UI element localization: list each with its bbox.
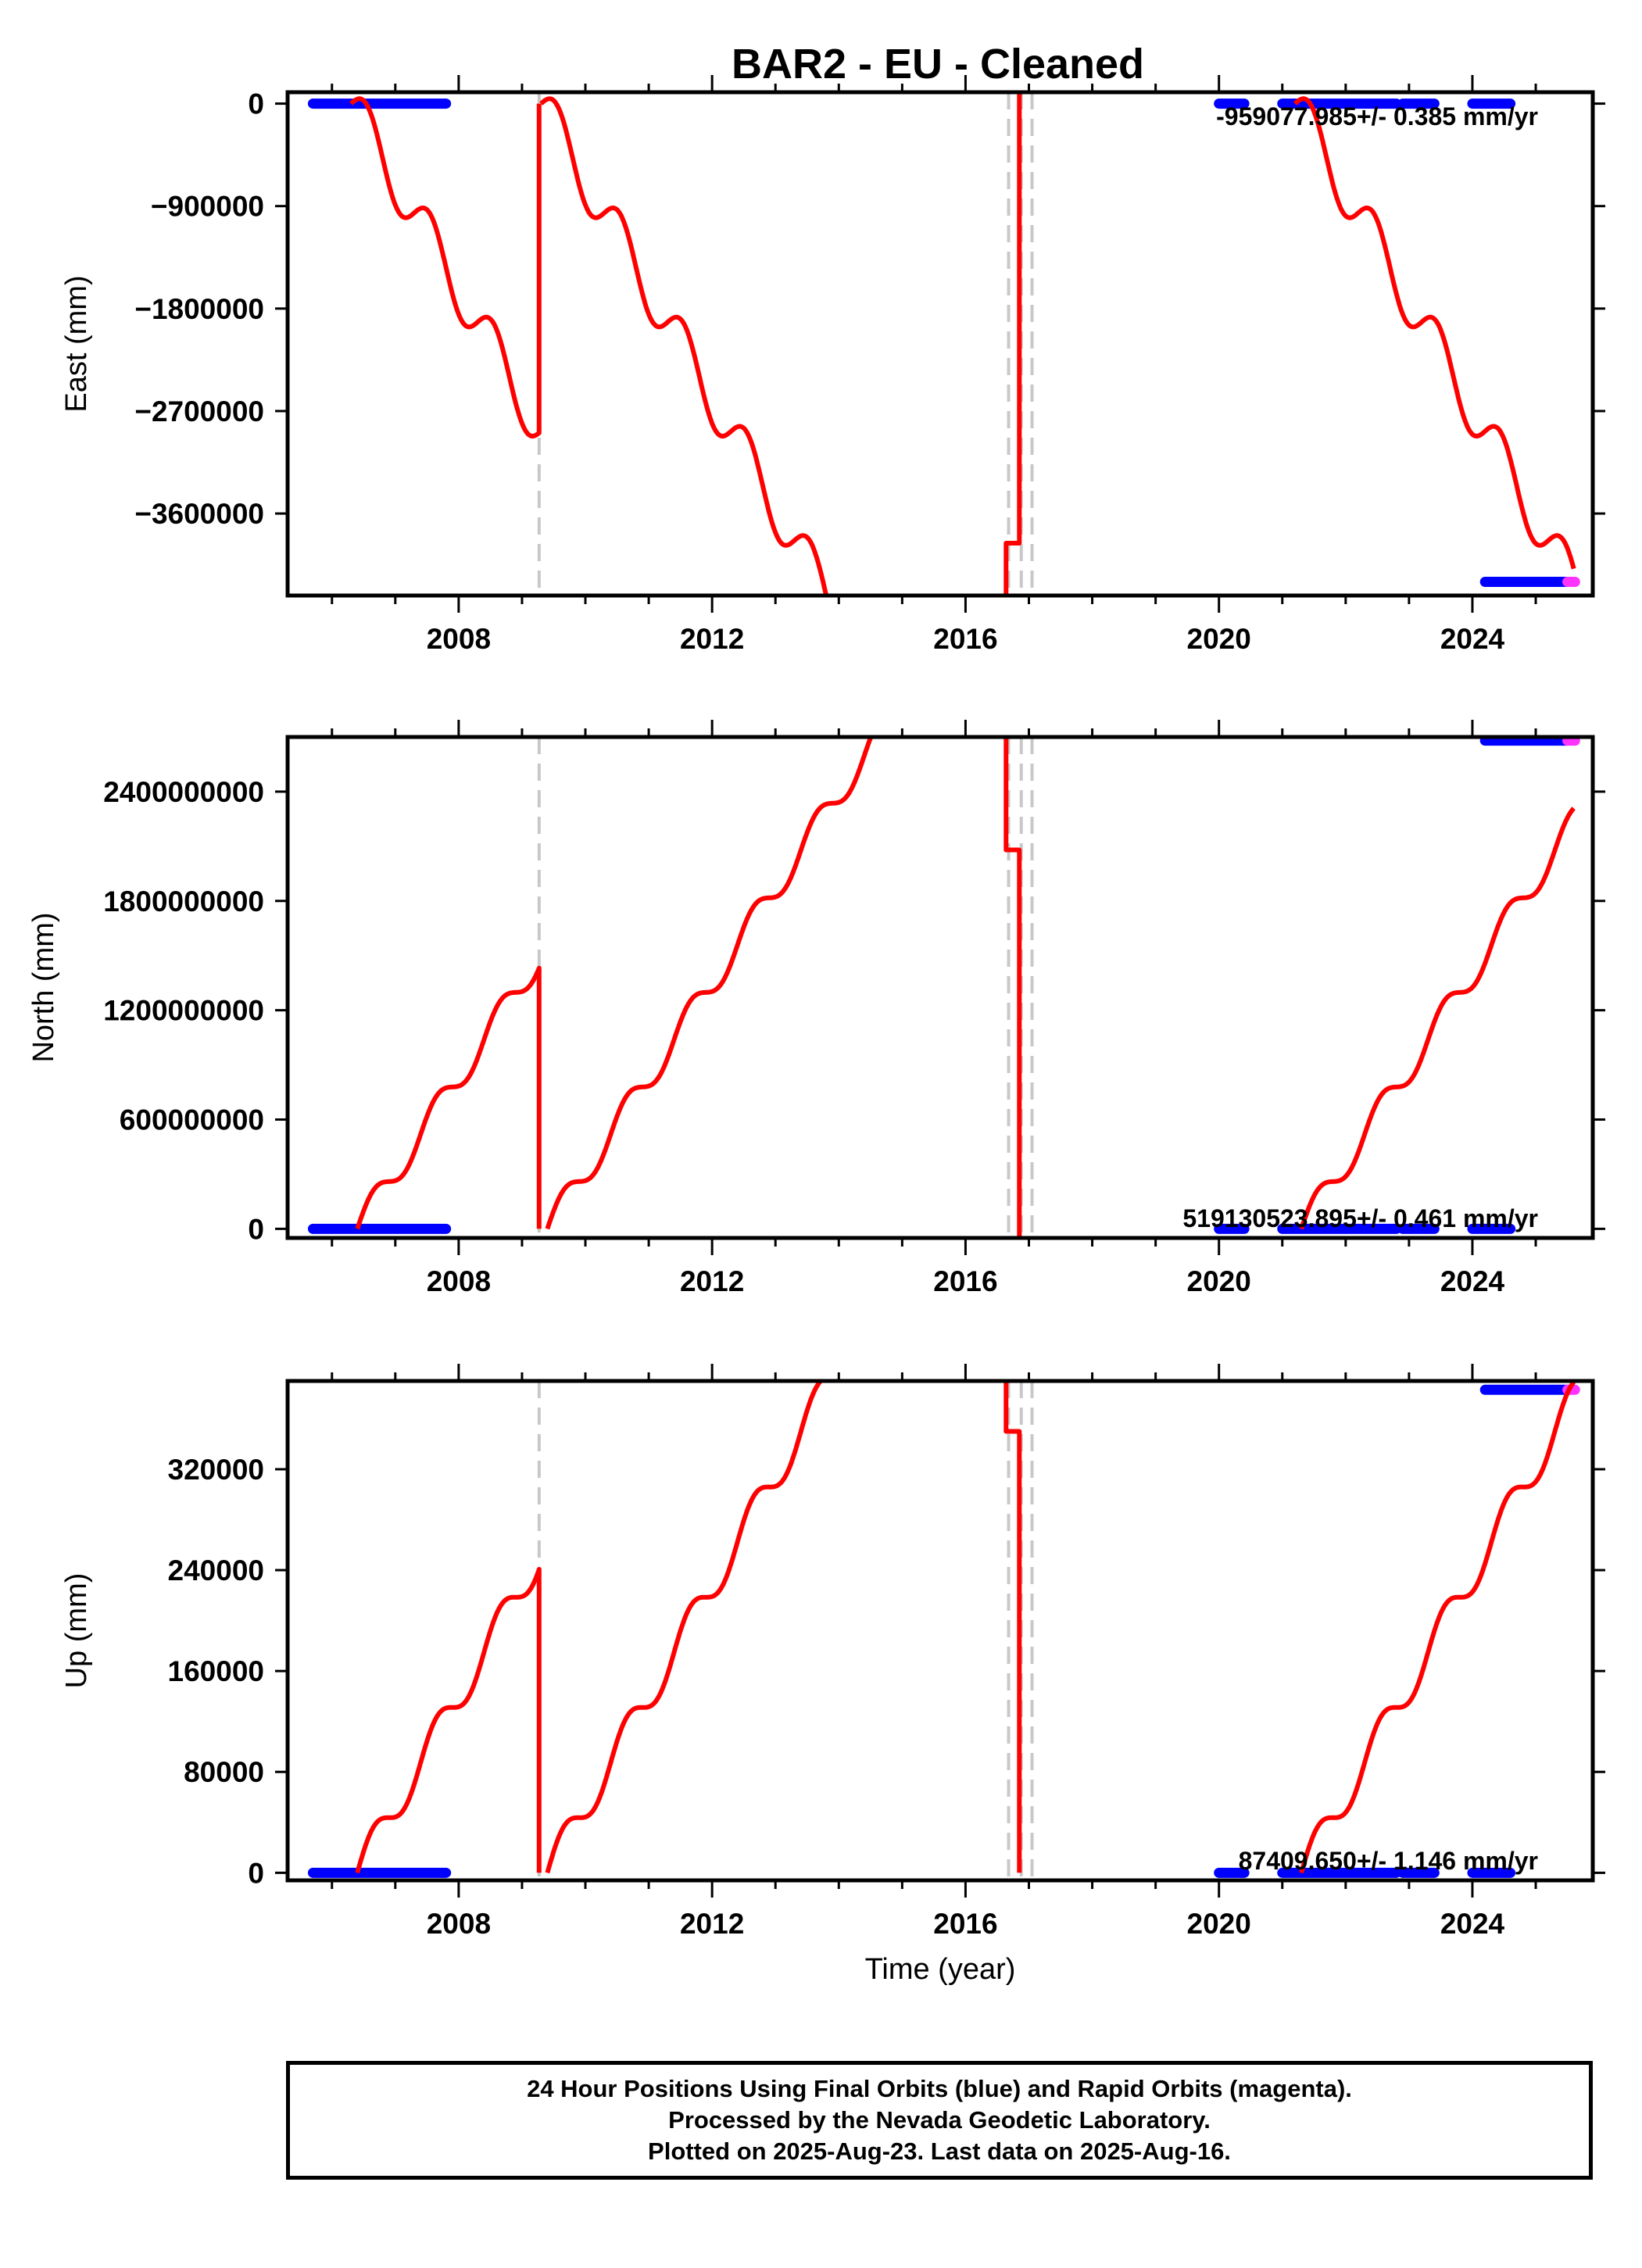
chart-title: BAR2 - EU - Cleaned bbox=[732, 41, 1144, 88]
y-tick-label: −1800000 bbox=[134, 293, 264, 325]
y-tick-label: 2400000000 bbox=[103, 776, 264, 808]
x-tick-label: 2024 bbox=[1440, 1265, 1505, 1297]
footer-box: 24 Hour Positions Using Final Orbits (bl… bbox=[286, 2061, 1593, 2180]
y-tick-label: 80000 bbox=[184, 1756, 264, 1788]
y-axis-title: North (mm) bbox=[27, 912, 60, 1062]
model-curve bbox=[1293, 96, 1576, 570]
model-curve bbox=[1003, 92, 1022, 596]
model-curve bbox=[1003, 737, 1022, 1238]
panel-north: 2008 2012 2016 2020 2024 0 600000000 1200000000… bbox=[27, 720, 1605, 1297]
x-axis-title: Time (year) bbox=[865, 1953, 1016, 1986]
y-tick-label: −2700000 bbox=[134, 395, 264, 427]
x-tick-label: 2024 bbox=[1440, 623, 1505, 655]
model-curve bbox=[539, 96, 829, 596]
footer-line: Processed by the Nevada Geodetic Laborat… bbox=[668, 2106, 1211, 2134]
model-curve bbox=[355, 1567, 542, 1874]
model-curve bbox=[1299, 1381, 1576, 1874]
y-tick-label: −900000 bbox=[151, 191, 264, 223]
x-tick-label: 2024 bbox=[1440, 1908, 1505, 1940]
x-tick-label: 2016 bbox=[933, 1908, 997, 1940]
plot-area bbox=[307, 737, 1580, 1238]
y-tick-label: 600000000 bbox=[120, 1104, 264, 1136]
y-tick-label: 1200000000 bbox=[103, 995, 264, 1027]
model-curve bbox=[545, 737, 874, 1230]
y-tick-label: 0 bbox=[248, 1857, 264, 1889]
plot-frame bbox=[285, 90, 1595, 598]
model-curve bbox=[355, 965, 542, 1230]
x-tick-label: 2020 bbox=[1187, 1265, 1251, 1297]
x-tick-label: 2012 bbox=[680, 623, 744, 655]
y-tick-label: 160000 bbox=[168, 1655, 264, 1687]
x-tick-label: 2008 bbox=[427, 1265, 491, 1297]
y-tick-label: 0 bbox=[248, 1213, 264, 1245]
plot-area bbox=[307, 92, 1580, 596]
model-curve bbox=[545, 1381, 825, 1874]
panel-east: 2008 2012 2016 2020 2024 0 −900000 −1800000 −270… bbox=[60, 75, 1605, 655]
x-tick-label: 2016 bbox=[933, 1265, 997, 1297]
y-tick-label: 0 bbox=[248, 88, 264, 120]
y-tick-label: −3600000 bbox=[134, 498, 264, 530]
y-axis-title: East (mm) bbox=[60, 275, 93, 412]
x-tick-label: 2012 bbox=[680, 1908, 744, 1940]
rate-annotation: 519130523.895+/- 0.461 mm/yr bbox=[1182, 1204, 1538, 1232]
plot-area bbox=[307, 1381, 1580, 1880]
footer-line: Plotted on 2025-Aug-23. Last data on 202… bbox=[648, 2137, 1231, 2165]
rate-annotation: -959077.985+/- 0.385 mm/yr bbox=[1216, 102, 1538, 131]
plot-frame bbox=[285, 1379, 1595, 1883]
x-tick-label: 2012 bbox=[680, 1265, 744, 1297]
model-curve bbox=[1003, 1381, 1022, 1873]
model-curve bbox=[349, 96, 542, 439]
x-tick-label: 2016 bbox=[933, 623, 997, 655]
x-tick-label: 2020 bbox=[1187, 1908, 1251, 1940]
plot-frame bbox=[285, 735, 1595, 1240]
x-tick-label: 2020 bbox=[1187, 623, 1251, 655]
y-tick-label: 240000 bbox=[168, 1554, 264, 1587]
footer-line: 24 Hour Positions Using Final Orbits (bl… bbox=[527, 2075, 1352, 2102]
x-tick-label: 2008 bbox=[427, 623, 491, 655]
model-curve bbox=[1299, 807, 1576, 1230]
rate-annotation: 87409.650+/- 1.146 mm/yr bbox=[1239, 1847, 1538, 1875]
x-tick-label: 2008 bbox=[427, 1908, 491, 1940]
y-axis-title: Up (mm) bbox=[60, 1573, 93, 1689]
y-tick-label: 320000 bbox=[168, 1454, 264, 1486]
y-tick-label: 1800000000 bbox=[103, 885, 264, 918]
panel-up: 2008 2012 2016 2020 2024 0 80000 160000 240000 32… bbox=[60, 1364, 1605, 1940]
